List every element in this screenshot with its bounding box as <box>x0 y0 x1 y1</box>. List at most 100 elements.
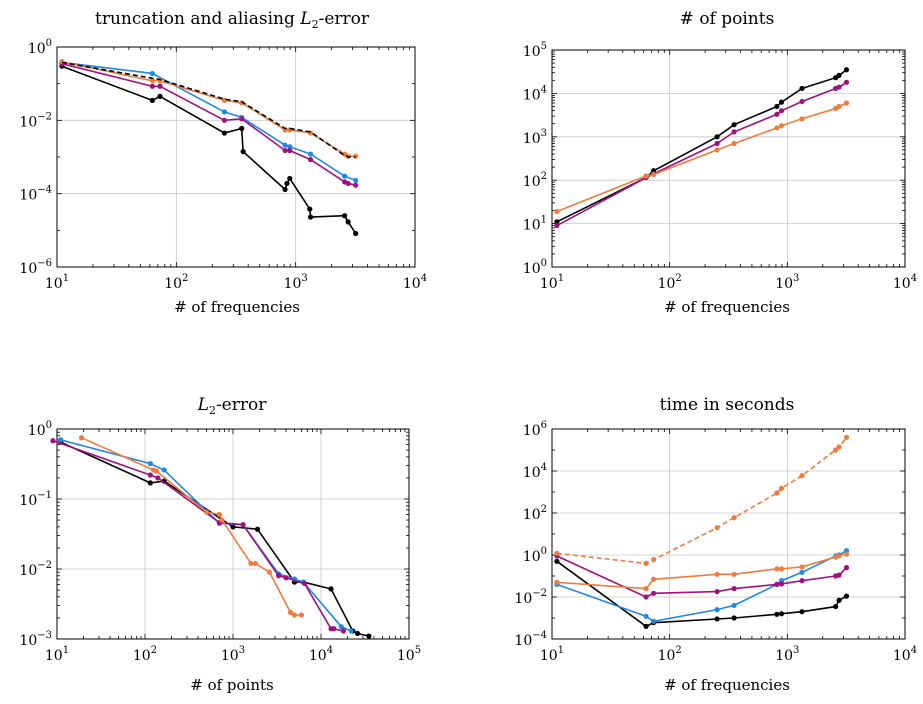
series-4 <box>59 58 359 159</box>
data-point <box>650 618 657 624</box>
series-1 <box>59 63 359 237</box>
data-point <box>836 597 842 603</box>
data-point <box>731 586 737 592</box>
grid-lines <box>552 50 905 267</box>
y-tick-label: 10−4 <box>19 185 52 204</box>
x-tick-label: 102 <box>658 645 682 664</box>
data-point <box>230 524 236 530</box>
data-point <box>221 97 228 103</box>
data-point <box>774 103 780 110</box>
data-point <box>643 173 649 179</box>
data-point <box>307 156 314 163</box>
data-point <box>714 589 720 595</box>
data-point <box>731 515 737 521</box>
x-tick-label: 104 <box>403 273 427 292</box>
x-tick-label: 104 <box>309 645 333 664</box>
series-line <box>60 439 352 632</box>
x-tick-label: 104 <box>893 645 917 664</box>
data-point <box>799 98 805 105</box>
data-point <box>353 182 359 188</box>
data-point <box>287 175 293 182</box>
data-point <box>149 78 155 84</box>
data-point <box>836 103 842 110</box>
data-point <box>778 581 785 587</box>
data-point <box>778 99 785 105</box>
data-point <box>714 525 720 531</box>
series-3 <box>50 438 347 634</box>
panel-3-xlabel: # of points <box>190 676 274 694</box>
grid-lines <box>57 47 415 267</box>
data-point <box>239 116 245 122</box>
data-point <box>282 186 288 193</box>
series-line <box>60 441 370 637</box>
series-line <box>61 60 356 157</box>
data-point <box>203 509 210 515</box>
axis-ticks <box>56 46 415 268</box>
data-point <box>778 123 785 129</box>
y-tick-label: 102 <box>523 504 547 523</box>
data-point <box>714 607 720 613</box>
data-point <box>78 435 85 441</box>
panel-1-title: truncation and aliasing L2-error <box>95 9 370 31</box>
y-tick-label: 10−3 <box>19 630 52 649</box>
data-point <box>239 125 245 132</box>
data-point <box>843 565 850 571</box>
data-point <box>157 83 163 89</box>
data-point <box>342 213 348 219</box>
series-line <box>61 61 356 182</box>
y-tick-label: 10−6 <box>19 258 52 277</box>
y-tick-label: 10−2 <box>19 560 52 579</box>
data-point <box>248 560 254 567</box>
data-point <box>216 511 222 518</box>
data-point <box>254 526 261 532</box>
series-2 <box>58 437 354 634</box>
data-point <box>843 67 850 73</box>
data-point <box>157 93 163 99</box>
data-point <box>554 219 560 225</box>
data-point <box>307 151 314 157</box>
x-tick-label: 102 <box>133 645 157 664</box>
series-5 <box>554 434 850 566</box>
panel-4-xlabel: # of frequencies <box>664 676 790 694</box>
series-1 <box>554 67 850 225</box>
series-line <box>61 61 356 158</box>
y-tick-label: 100 <box>28 420 52 439</box>
data-point <box>731 140 737 147</box>
data-point <box>283 575 289 581</box>
data-point <box>650 590 657 596</box>
y-tick-label: 100 <box>523 546 547 565</box>
y-tick-label: 104 <box>523 462 547 481</box>
data-point <box>328 586 334 592</box>
data-point <box>252 560 259 567</box>
data-point <box>554 550 560 556</box>
panel-1-xlabel: # of frequencies <box>174 298 300 316</box>
data-point <box>643 560 649 566</box>
panel-4-title: time in seconds <box>660 395 795 415</box>
series-line <box>556 555 848 598</box>
data-point <box>348 628 354 634</box>
data-point <box>291 612 298 618</box>
data-point <box>366 633 372 639</box>
panel-2-xlabel: # of frequencies <box>664 298 790 316</box>
panel-3-plot: 101 102 103 104 105 10−3 10−2 10−1 100 <box>19 420 421 664</box>
panel-truncation-error: truncation and aliasing L2-error 101 102 1… <box>19 9 427 316</box>
data-point <box>301 580 308 587</box>
data-point <box>147 480 153 486</box>
data-point <box>774 581 780 587</box>
y-tick-label: 106 <box>523 420 547 439</box>
plot-frame <box>56 46 416 268</box>
series-1 <box>58 439 372 639</box>
series-3 <box>554 100 850 215</box>
data-point <box>650 576 657 582</box>
data-point <box>58 437 64 443</box>
data-point <box>50 438 56 444</box>
data-point <box>836 72 842 78</box>
data-point <box>282 142 288 148</box>
data-point <box>155 475 161 481</box>
data-point <box>843 100 850 106</box>
data-point <box>149 70 155 77</box>
data-point <box>287 144 293 150</box>
data-point <box>731 615 737 621</box>
data-point <box>147 472 153 478</box>
panel-time-seconds: time in seconds 101 102 103 10410−410−21001… <box>514 395 917 694</box>
